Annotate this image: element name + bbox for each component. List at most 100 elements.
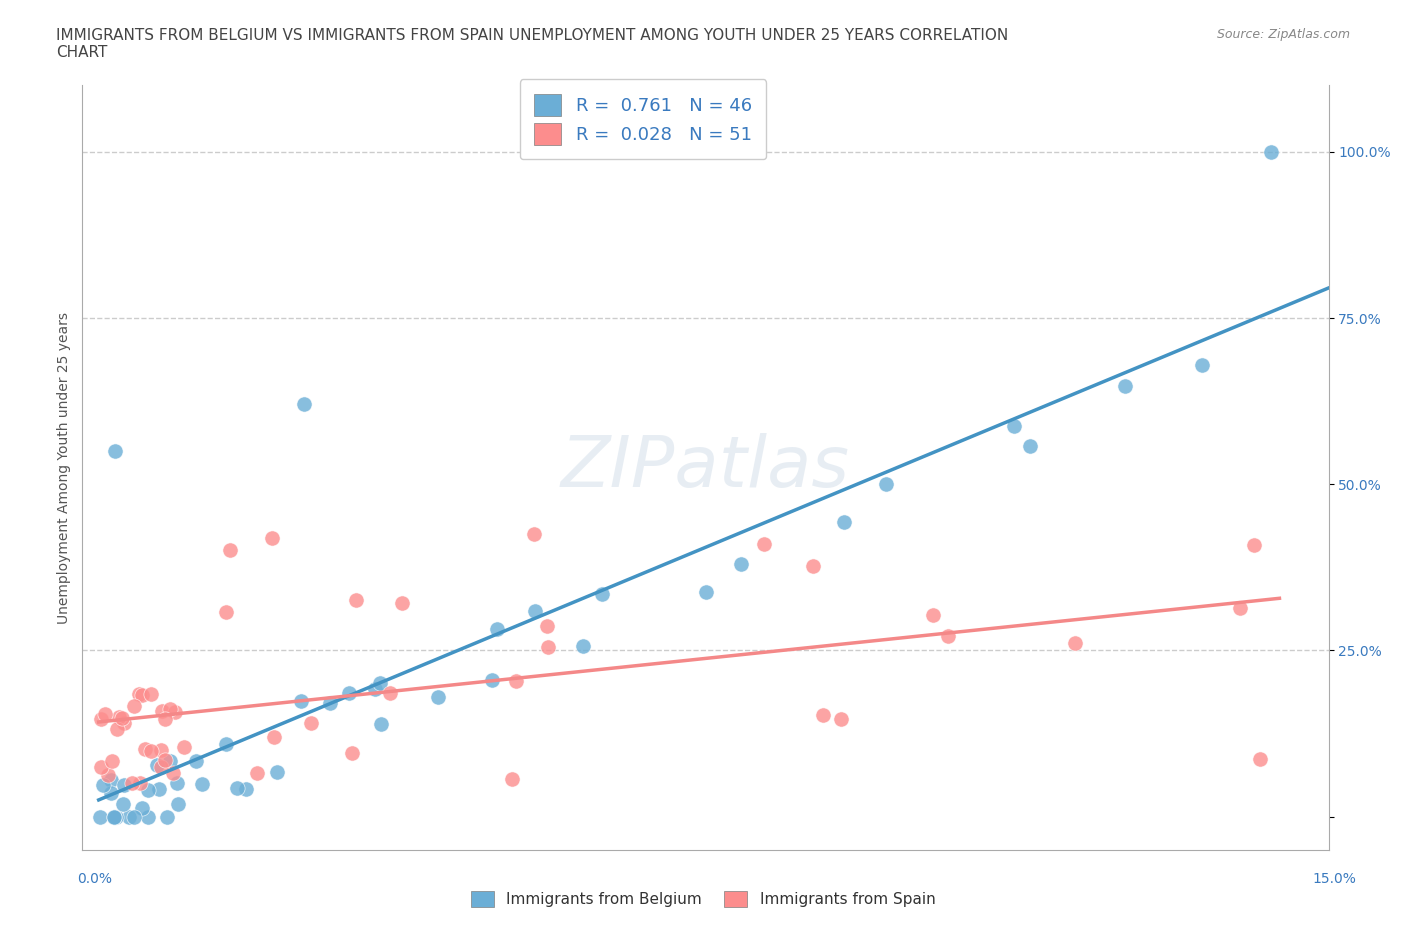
- Point: [319, 696, 342, 711]
- Point: [834, 514, 856, 529]
- Point: [111, 797, 134, 812]
- Point: [1243, 538, 1265, 552]
- Point: [153, 711, 176, 726]
- Point: [1064, 635, 1087, 650]
- Point: [93, 778, 115, 793]
- Point: [1114, 379, 1136, 393]
- Point: [103, 809, 125, 824]
- Y-axis label: Unemployment Among Youth under 25 years: Unemployment Among Youth under 25 years: [58, 312, 72, 624]
- Point: [100, 773, 122, 788]
- Point: [246, 765, 269, 780]
- Point: [486, 621, 509, 636]
- Text: IMMIGRANTS FROM BELGIUM VS IMMIGRANTS FROM SPAIN UNEMPLOYMENT AMONG YOUTH UNDER : IMMIGRANTS FROM BELGIUM VS IMMIGRANTS FR…: [56, 28, 1008, 60]
- Point: [153, 752, 176, 767]
- Point: [150, 742, 173, 757]
- Point: [159, 753, 181, 768]
- Point: [427, 690, 450, 705]
- Point: [139, 686, 162, 701]
- Point: [131, 801, 153, 816]
- Point: [145, 757, 167, 772]
- Point: [136, 782, 159, 797]
- Point: [191, 777, 214, 791]
- Point: [111, 711, 134, 725]
- Point: [225, 781, 247, 796]
- Point: [481, 673, 503, 688]
- Point: [1002, 418, 1025, 433]
- Point: [875, 476, 897, 491]
- Point: [112, 777, 135, 792]
- Point: [89, 809, 111, 824]
- Point: [96, 767, 118, 782]
- Point: [159, 701, 181, 716]
- Point: [108, 710, 131, 724]
- Point: [149, 760, 172, 775]
- Legend: Immigrants from Belgium, Immigrants from Spain: Immigrants from Belgium, Immigrants from…: [464, 884, 942, 913]
- Point: [184, 754, 207, 769]
- Point: [1229, 601, 1251, 616]
- Text: Source: ZipAtlas.com: Source: ZipAtlas.com: [1216, 28, 1350, 41]
- Point: [536, 618, 558, 633]
- Point: [505, 673, 527, 688]
- Point: [105, 809, 128, 824]
- Point: [122, 809, 145, 824]
- Point: [104, 444, 127, 458]
- Point: [730, 556, 752, 571]
- Point: [150, 704, 173, 719]
- Point: [1260, 144, 1282, 159]
- Point: [337, 685, 360, 700]
- Point: [522, 527, 544, 542]
- Point: [156, 809, 179, 824]
- Point: [90, 760, 112, 775]
- Point: [1191, 357, 1213, 372]
- Point: [591, 587, 613, 602]
- Point: [215, 737, 238, 751]
- Point: [121, 776, 143, 790]
- Point: [695, 585, 717, 600]
- Point: [368, 675, 391, 690]
- Point: [501, 772, 523, 787]
- Point: [830, 711, 852, 726]
- Point: [218, 543, 240, 558]
- Point: [139, 743, 162, 758]
- Point: [122, 698, 145, 713]
- Point: [129, 775, 152, 790]
- Text: 15.0%: 15.0%: [1313, 871, 1357, 886]
- Point: [299, 716, 322, 731]
- Point: [813, 708, 835, 723]
- Point: [100, 786, 122, 801]
- Point: [1019, 439, 1042, 454]
- Point: [166, 776, 188, 790]
- Point: [391, 596, 413, 611]
- Point: [523, 604, 546, 619]
- Point: [290, 694, 312, 709]
- Legend: R =  0.761   N = 46, R =  0.028   N = 51: R = 0.761 N = 46, R = 0.028 N = 51: [520, 79, 766, 159]
- Point: [364, 682, 387, 697]
- Point: [260, 530, 283, 545]
- Point: [114, 715, 136, 730]
- Point: [537, 640, 560, 655]
- Point: [752, 537, 775, 551]
- Point: [572, 639, 595, 654]
- Point: [103, 809, 125, 824]
- Point: [90, 712, 112, 727]
- Point: [101, 753, 124, 768]
- Text: ZIPatlas: ZIPatlas: [561, 433, 851, 502]
- Point: [215, 604, 238, 619]
- Point: [136, 809, 159, 824]
- Point: [340, 746, 363, 761]
- Point: [1249, 751, 1271, 766]
- Point: [292, 397, 315, 412]
- Point: [163, 705, 186, 720]
- Point: [266, 764, 288, 779]
- Point: [162, 766, 184, 781]
- Point: [134, 741, 156, 756]
- Point: [118, 809, 141, 824]
- Text: 0.0%: 0.0%: [77, 871, 112, 886]
- Point: [922, 607, 945, 622]
- Point: [107, 722, 129, 737]
- Point: [801, 559, 824, 574]
- Point: [131, 687, 153, 702]
- Point: [94, 707, 117, 722]
- Point: [344, 592, 367, 607]
- Point: [128, 686, 150, 701]
